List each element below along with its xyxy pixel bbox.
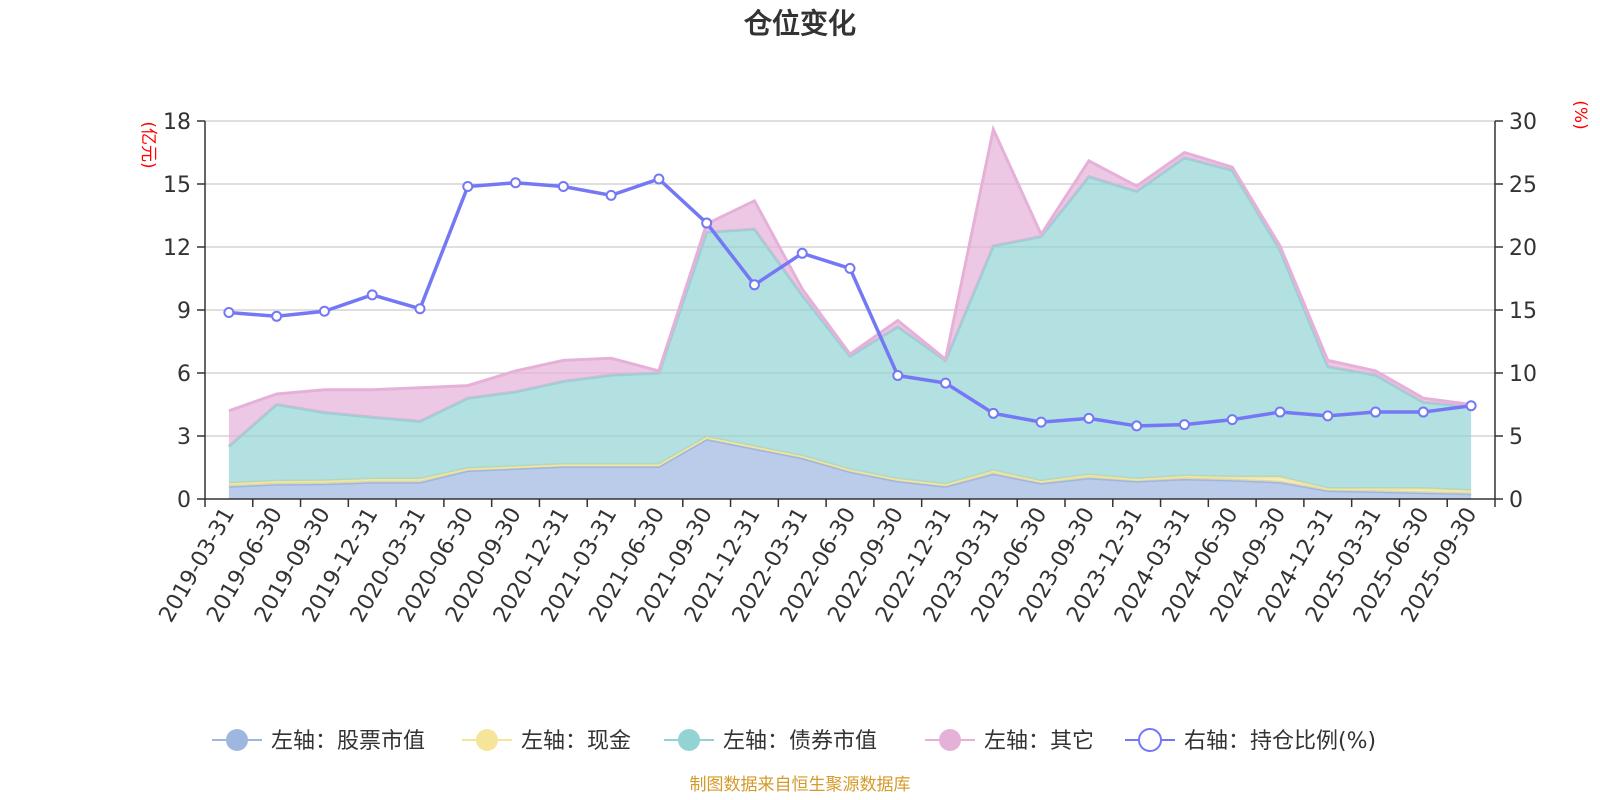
ratio-point [1178,419,1190,431]
legend-marker [226,729,248,751]
ratio-point [940,377,952,389]
ratio-point [653,173,665,185]
area-series [227,124,1472,499]
ratio-point [701,217,713,229]
left-axis-ticks: 0 3 6 9 12 15 18 [163,110,205,513]
ratio-point [605,189,617,201]
legend-label: 左轴：债券市值 [723,729,877,754]
ratio-point [1465,400,1477,412]
legend-marker [939,729,961,751]
ratio-point [366,289,378,301]
right-axis-unit: (%) [1570,100,1590,129]
chart-title: 仓位变化 [744,7,856,40]
left-tick-label: 0 [177,488,191,513]
legend-marker [678,729,700,751]
right-axis-ticks: 0 5 10 15 20 25 30 [1495,110,1537,513]
area-fill-series-2 [228,437,1472,494]
ratio-point [1274,406,1286,418]
ratio-point [414,303,426,315]
left-tick-label: 3 [177,425,191,450]
ratio-point [844,262,856,274]
ratio-point [223,307,235,319]
ratio-point [1322,410,1334,422]
right-tick-label: 30 [1509,110,1537,135]
legend: 左轴：股票市值 左轴：现金 左轴：债券市值 左轴：其它 右轴：持仓比例(%) [212,728,1376,754]
left-tick-label: 9 [177,299,191,324]
right-tick-label: 25 [1509,173,1537,198]
ratio-point [462,181,474,193]
data-source-note: 制图数据来自恒生聚源数据库 [690,775,911,795]
ratio-point [1035,416,1047,428]
ratio-point [892,370,904,382]
left-tick-label: 12 [163,236,191,261]
legend-label: 右轴：持仓比例(%) [1184,729,1376,754]
area-fill-series-3 [228,157,1472,491]
left-tick-label: 18 [163,110,191,135]
ratio-point [1370,406,1382,418]
ratio-point [987,407,999,419]
right-tick-label: 15 [1509,299,1537,324]
ratio-point [510,177,522,189]
ratio-point [1083,412,1095,424]
ratio-point [271,310,283,322]
legend-label: 左轴：其它 [984,729,1094,754]
left-tick-label: 15 [163,173,191,198]
area-fill-series-4 [228,129,1472,447]
ratio-point [557,181,569,193]
left-axis-unit: (亿元) [138,121,158,168]
legend-marker [1138,728,1162,752]
legend-label: 左轴：股票市值 [271,729,425,754]
x-axis-ticks: 2019-03-312019-06-302019-09-302019-12-31… [155,499,1496,627]
ratio-point [748,279,760,291]
left-tick-label: 6 [177,362,191,387]
area-line-series-4 [228,124,1472,413]
legend-label: 左轴：现金 [521,729,631,754]
right-tick-label: 5 [1509,425,1523,450]
right-tick-label: 0 [1509,488,1523,513]
ratio-point [1417,406,1429,418]
area-fill-series-1 [228,439,1472,499]
right-tick-label: 10 [1509,362,1537,387]
legend-marker [476,729,498,751]
ratio-point [1131,420,1143,432]
ratio-line-series [223,173,1477,432]
right-tick-label: 20 [1509,236,1537,261]
ratio-point [796,247,808,259]
ratio-point [318,305,330,317]
ratio-point [1226,414,1238,426]
